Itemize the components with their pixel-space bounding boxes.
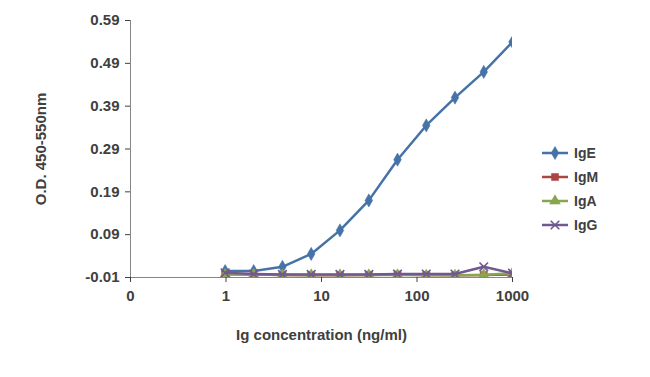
svg-text:0.19: 0.19 bbox=[90, 183, 119, 200]
svg-text:10: 10 bbox=[313, 287, 330, 304]
svg-text:0.39: 0.39 bbox=[90, 97, 119, 114]
svg-text:100: 100 bbox=[404, 287, 429, 304]
svg-text:0: 0 bbox=[126, 287, 134, 304]
svg-text:0.09: 0.09 bbox=[90, 225, 119, 242]
svg-text:1000: 1000 bbox=[496, 287, 529, 304]
html-text:IgA: IgA bbox=[574, 192, 597, 209]
svg-text:Ig concentration (ng/ml): Ig concentration (ng/ml) bbox=[236, 326, 407, 343]
svg-text:0.49: 0.49 bbox=[90, 54, 119, 71]
svg-text:O.D. 450-550nm: O.D. 450-550nm bbox=[32, 93, 49, 206]
svg-text:0.29: 0.29 bbox=[90, 140, 119, 157]
html-text:IgG: IgG bbox=[574, 216, 598, 233]
html-text:IgM: IgM bbox=[574, 168, 599, 185]
svg-text:-0.01: -0.01 bbox=[85, 268, 119, 285]
svg-text:0.59: 0.59 bbox=[90, 11, 119, 28]
svg-text:1: 1 bbox=[222, 287, 230, 304]
html-text:IgE: IgE bbox=[574, 144, 596, 161]
